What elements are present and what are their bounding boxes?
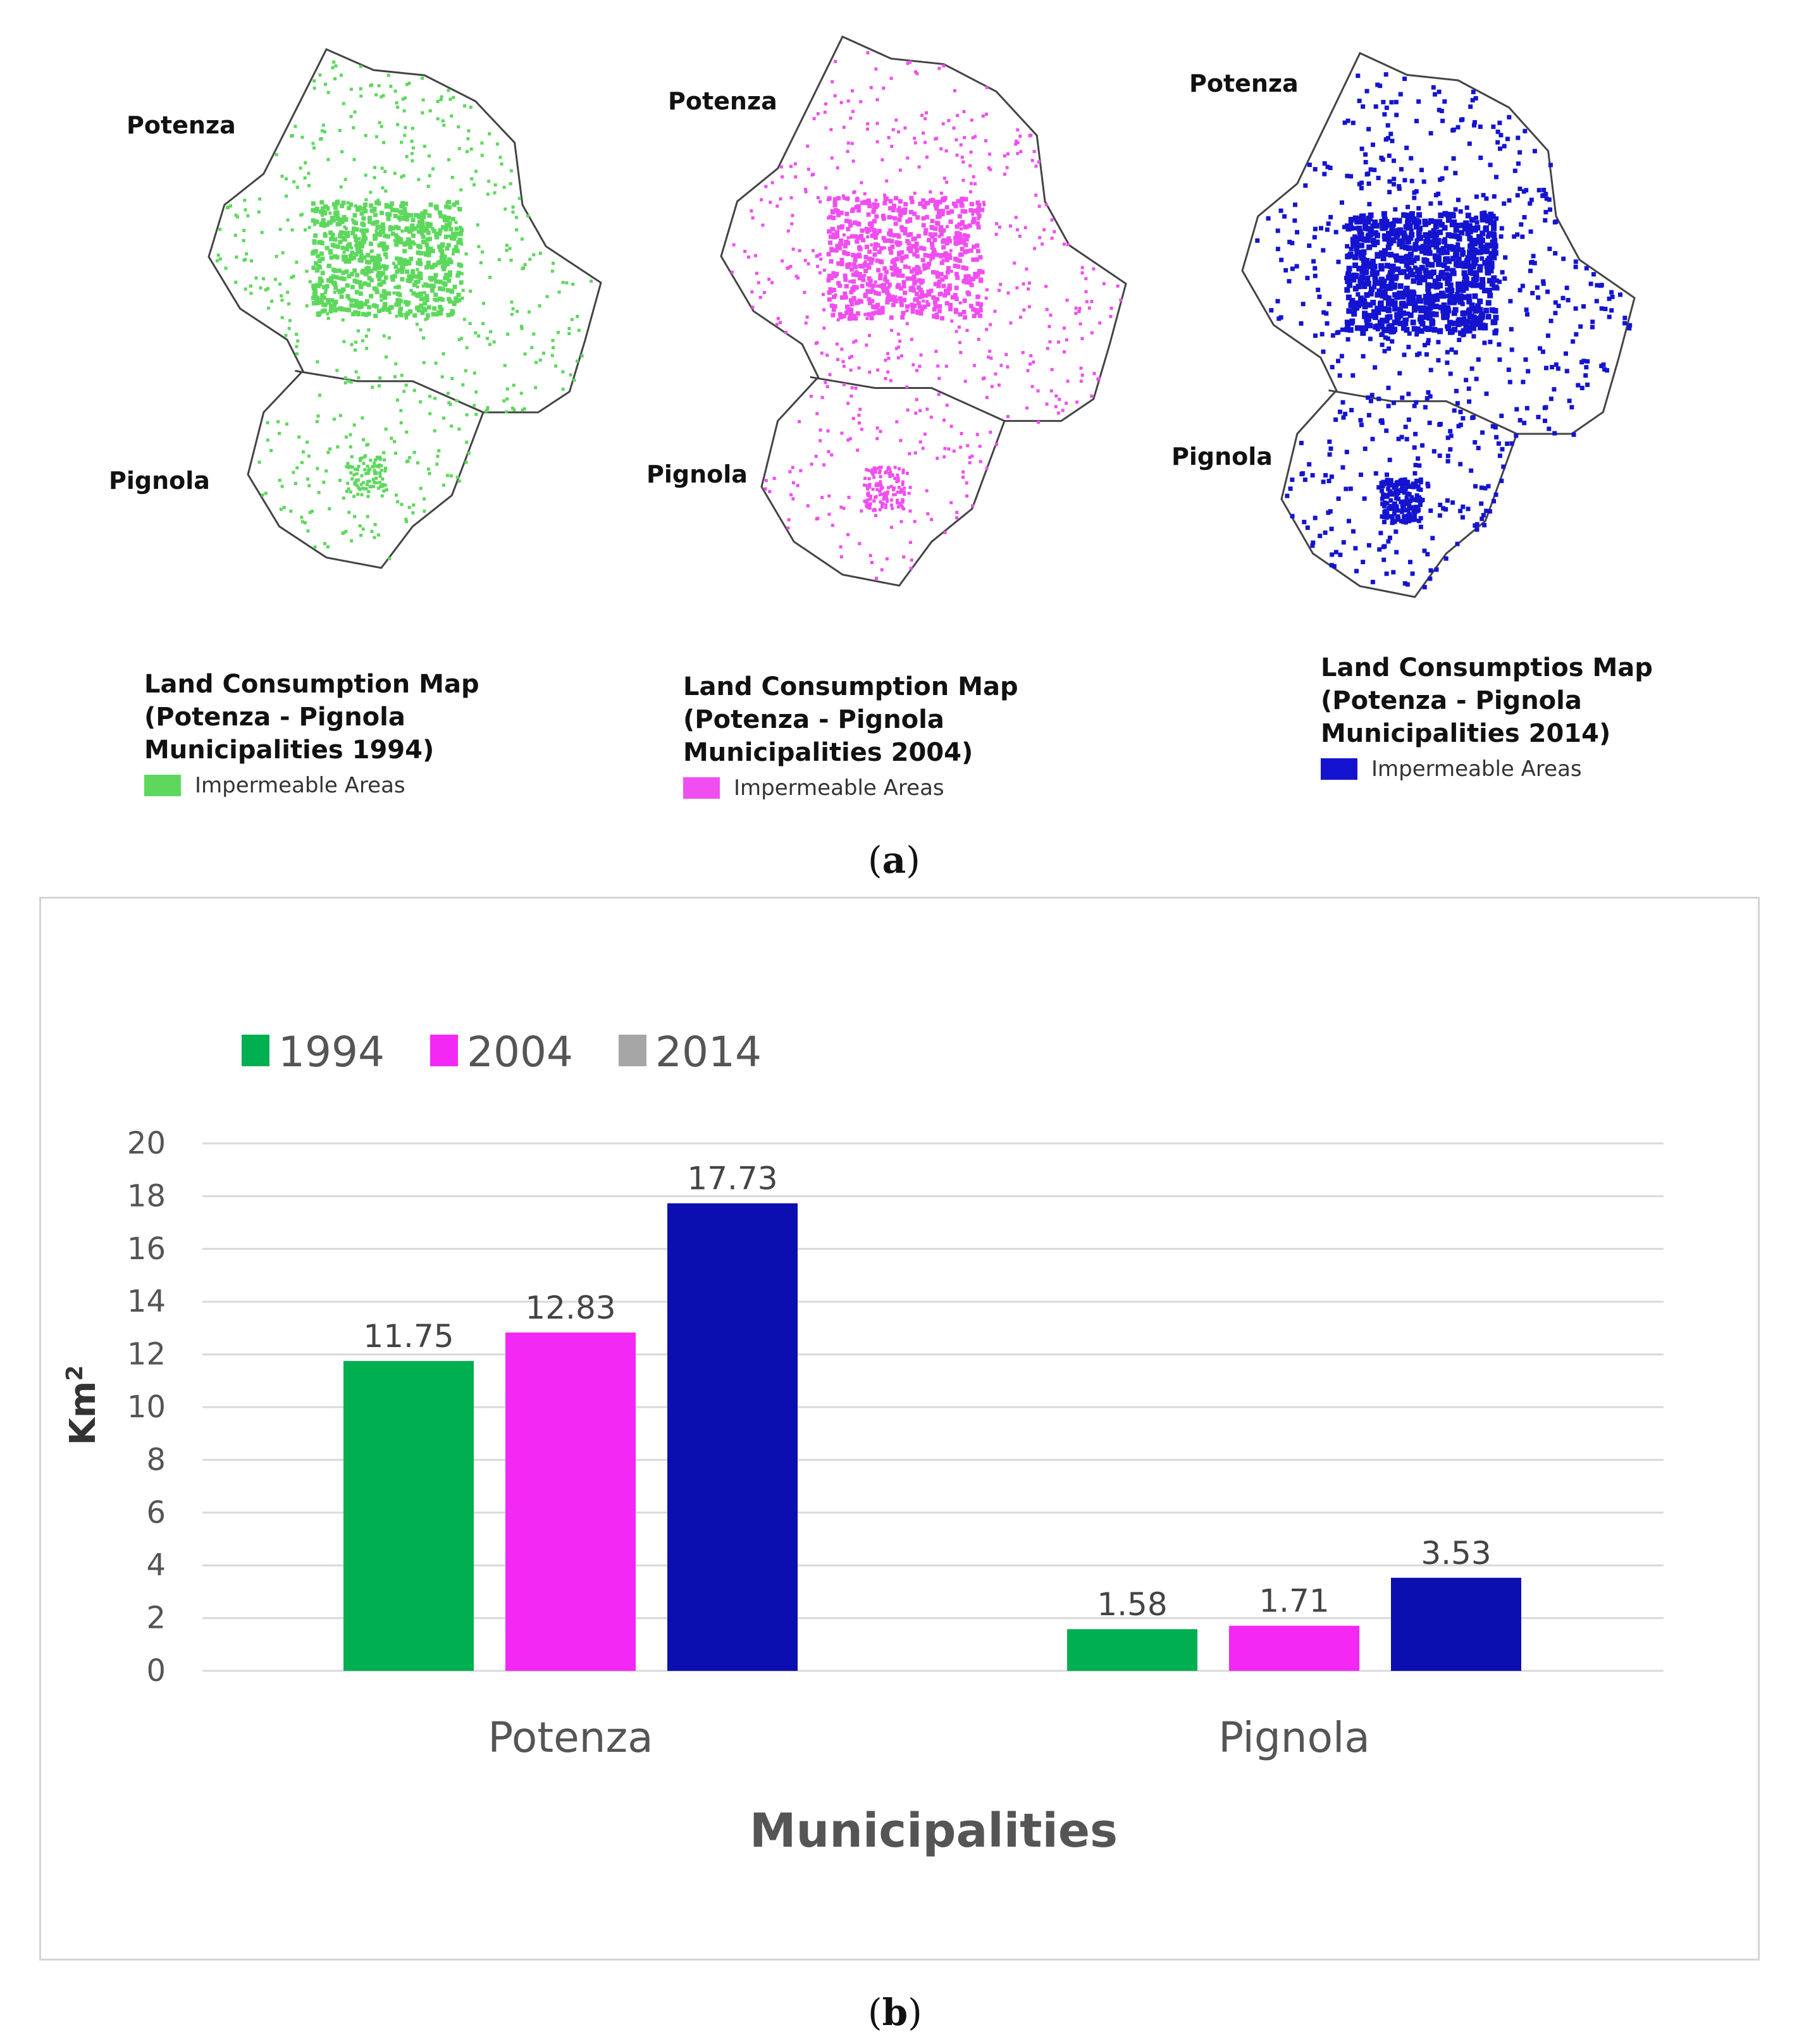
y-axis-title-superscript: 2 bbox=[62, 1365, 88, 1381]
map-2014-legend: Land Consumptios Map (Potenza - Pignola … bbox=[1321, 651, 1653, 782]
map-2014-legend-item: Impermeable Areas bbox=[1371, 756, 1582, 782]
x-category-label: Potenza bbox=[488, 1713, 653, 1762]
x-category-label: Pignola bbox=[1218, 1713, 1370, 1762]
map-2014-legend-title-line1: Land Consumptios Map bbox=[1321, 653, 1653, 682]
label-layer: 11.75 12.83 17.73 Potenza 1.58 1.71 3.53 Pignol… bbox=[363, 1161, 1491, 1762]
panel-a-caption: (a) bbox=[868, 839, 920, 882]
map-outline bbox=[1241, 52, 1636, 598]
municipality-border bbox=[295, 369, 484, 414]
y-tick-label: 10 bbox=[127, 1389, 166, 1425]
y-tick-label: 6 bbox=[146, 1495, 166, 1530]
map-1994-legend-title-line1: Land Consumption Map bbox=[144, 670, 479, 699]
legend-swatch-2004 bbox=[430, 1035, 458, 1066]
map-1994-legend-item: Impermeable Areas bbox=[195, 773, 405, 798]
legend-label-1994: 1994 bbox=[278, 1028, 385, 1076]
data-label: 11.75 bbox=[363, 1318, 454, 1355]
bar-pignola-2014 bbox=[1391, 1577, 1521, 1671]
y-tick-label: 16 bbox=[127, 1231, 166, 1267]
y-axis-title-base: Km bbox=[63, 1381, 104, 1446]
map-2004-legend-title-line2: (Potenza - Pignola bbox=[683, 705, 944, 734]
legend-label-2014: 2014 bbox=[655, 1028, 762, 1076]
bar-pignola-2004 bbox=[1229, 1625, 1359, 1671]
map-1994-legend-swatch bbox=[144, 775, 181, 796]
data-label: 17.73 bbox=[687, 1161, 777, 1197]
data-label: 3.53 bbox=[1421, 1535, 1491, 1572]
bar-layer bbox=[343, 1203, 1521, 1671]
data-label: 1.58 bbox=[1097, 1586, 1167, 1623]
y-tick-label: 20 bbox=[127, 1126, 166, 1161]
map-2014-legend-title-line2: (Potenza - Pignola bbox=[1321, 686, 1582, 715]
map-2004-legend-title-line1: Land Consumption Map bbox=[683, 672, 1018, 701]
panel-a-caption-open: ( bbox=[868, 839, 882, 882]
map-2014-label-potenza: Potenza bbox=[1189, 70, 1299, 97]
panel-a-caption-close: ) bbox=[906, 839, 920, 882]
panel-b-caption-open: ( bbox=[868, 1991, 882, 2034]
panel-b-caption: (b) bbox=[868, 1991, 922, 2034]
map-2004-legend-title-line3: Municipalities 2004) bbox=[683, 738, 973, 767]
chart-frame bbox=[39, 897, 1760, 1961]
municipality-border bbox=[810, 376, 1005, 422]
map-2004-legend-swatch bbox=[683, 777, 720, 799]
impermeable-areas-dots bbox=[1255, 72, 1633, 589]
y-tick-label: 14 bbox=[127, 1284, 166, 1319]
panel-a-caption-letter: a bbox=[882, 839, 906, 882]
legend-swatch-1994 bbox=[242, 1035, 269, 1066]
map-2004-label-potenza: Potenza bbox=[668, 87, 777, 115]
y-tick-label: 0 bbox=[146, 1653, 166, 1689]
map-1994-legend-title-line3: Municipalities 1994) bbox=[144, 736, 435, 765]
bar-potenza-2014 bbox=[667, 1203, 798, 1671]
legend-swatch-2014 bbox=[619, 1035, 646, 1066]
y-tick-label: 12 bbox=[127, 1337, 166, 1372]
maps-panel bbox=[207, 35, 1636, 598]
map-1994 bbox=[207, 48, 602, 569]
y-axis-title: Km2 bbox=[62, 1365, 104, 1446]
map-2004-label-pignola: Pignola bbox=[646, 460, 748, 488]
map-2004-legend-item: Impermeable Areas bbox=[734, 775, 944, 801]
impermeable-areas-dots bbox=[730, 51, 1123, 580]
data-label: 12.83 bbox=[525, 1290, 615, 1326]
bar-potenza-1994 bbox=[343, 1361, 474, 1671]
bar-pignola-1994 bbox=[1067, 1629, 1197, 1671]
map-2014 bbox=[1241, 52, 1636, 598]
map-1994-legend: Land Consumption Map (Potenza - Pignola … bbox=[144, 668, 479, 798]
y-tick-label: 18 bbox=[127, 1178, 166, 1214]
y-tick-label: 8 bbox=[146, 1442, 166, 1477]
map-2014-legend-title-line3: Municipalities 2014) bbox=[1321, 719, 1611, 748]
map-2004-legend: Land Consumption Map (Potenza - Pignola … bbox=[683, 670, 1018, 801]
legend-label-2004: 2004 bbox=[467, 1028, 573, 1076]
panel-b-caption-letter: b bbox=[882, 1991, 908, 2034]
impermeable-areas-dots bbox=[215, 60, 593, 560]
map-outline bbox=[207, 48, 602, 569]
bar-potenza-2004 bbox=[505, 1332, 636, 1671]
map-2014-label-pignola: Pignola bbox=[1171, 443, 1273, 471]
map-2004 bbox=[720, 35, 1127, 587]
map-1994-legend-title-line2: (Potenza - Pignola bbox=[144, 703, 405, 732]
y-tick-label: 4 bbox=[146, 1548, 166, 1583]
map-1994-label-pignola: Pignola bbox=[109, 467, 210, 495]
data-label: 1.71 bbox=[1259, 1583, 1329, 1620]
legend-layer: 1994 2004 2014 bbox=[242, 1028, 762, 1076]
map-2014-legend-swatch bbox=[1321, 758, 1357, 780]
municipality-border bbox=[1328, 389, 1517, 435]
map-1994-label-potenza: Potenza bbox=[127, 111, 236, 139]
x-axis-title: Municipalities bbox=[750, 1804, 1118, 1858]
panel-b-caption-close: ) bbox=[908, 1991, 922, 2034]
y-tick-label: 2 bbox=[146, 1601, 166, 1636]
